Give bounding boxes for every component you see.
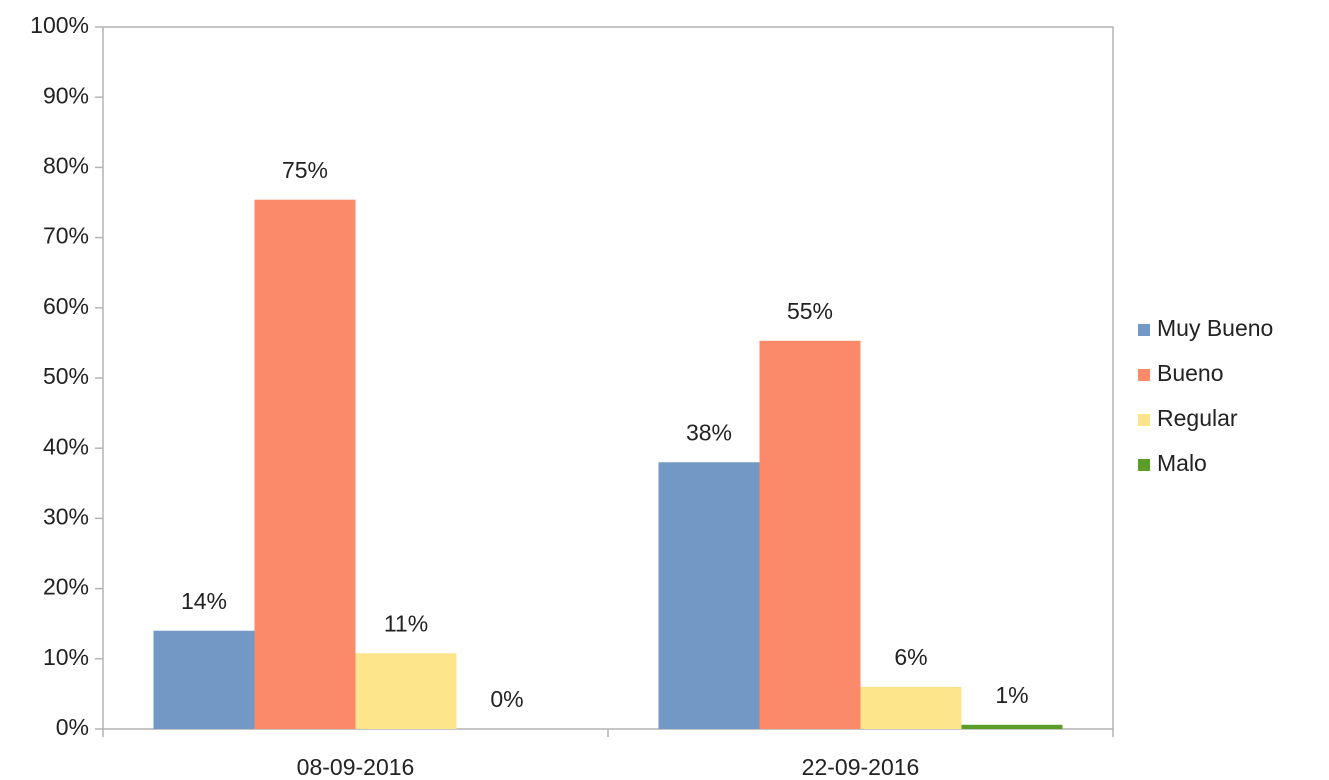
legend-swatch: [1138, 369, 1150, 381]
x-tick-label: 22-09-2016: [802, 754, 920, 780]
data-label: 75%: [282, 157, 328, 183]
y-tick-label: 100%: [30, 12, 89, 38]
legend-label: Muy Bueno: [1157, 315, 1273, 341]
data-label: 11%: [384, 610, 428, 636]
legend-swatch: [1138, 414, 1150, 426]
y-tick-label: 0%: [56, 714, 89, 740]
data-label: 0%: [490, 686, 523, 712]
y-tick-label: 30%: [43, 503, 89, 529]
y-tick-label: 90%: [43, 82, 89, 108]
legend-swatch: [1138, 324, 1150, 336]
bar: [860, 686, 962, 729]
x-tick-label: 08-09-2016: [297, 754, 415, 780]
y-tick-label: 60%: [43, 293, 89, 319]
bar: [254, 199, 356, 729]
y-tick-label: 10%: [43, 644, 89, 670]
legend-label: Regular: [1157, 405, 1238, 431]
legend-label: Malo: [1157, 450, 1207, 476]
bar: [759, 340, 861, 729]
data-label: 14%: [181, 588, 227, 614]
bar: [658, 462, 760, 729]
y-tick-label: 80%: [43, 152, 89, 178]
bar: [355, 653, 457, 729]
data-label: 55%: [787, 298, 833, 324]
data-label: 6%: [894, 644, 927, 670]
legend-swatch: [1138, 459, 1150, 471]
data-label: 38%: [686, 419, 732, 445]
y-tick-label: 20%: [43, 574, 89, 600]
data-label: 1%: [995, 682, 1028, 708]
y-tick-label: 50%: [43, 363, 89, 389]
y-tick-label: 70%: [43, 223, 89, 249]
y-tick-label: 40%: [43, 433, 89, 459]
legend-label: Bueno: [1157, 360, 1224, 386]
bar: [961, 724, 1063, 729]
bar: [153, 630, 255, 729]
